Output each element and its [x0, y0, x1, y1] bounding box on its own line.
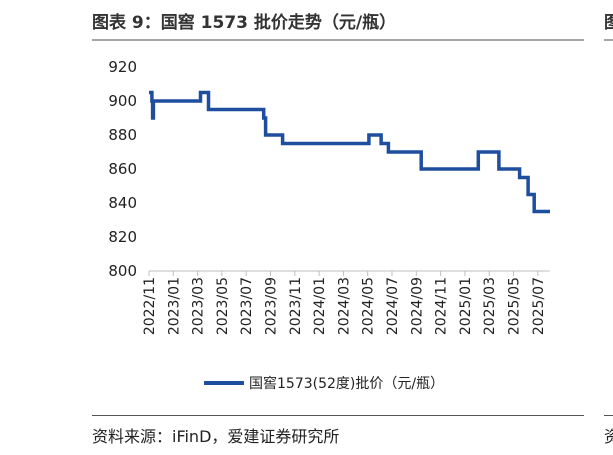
figure-title: 图表 9：国窖 1573 批价走势（元/瓶） [92, 13, 397, 33]
y-tick-label: 920 [108, 58, 137, 76]
y-tick-label: 900 [108, 92, 137, 110]
x-tick-label: 2023/01 [166, 277, 182, 335]
x-tick-label: 2024/07 [385, 277, 401, 335]
source-divider [92, 415, 584, 416]
x-tick-label: 2023/11 [288, 277, 304, 335]
x-tick-label: 2025/03 [482, 277, 498, 335]
adjacent-panel-divider [604, 39, 613, 41]
x-tick-label: 2025/05 [507, 277, 523, 335]
x-tick-label: 2024/05 [361, 277, 377, 335]
y-tick-label: 880 [108, 126, 137, 144]
series-line [149, 90, 550, 214]
adjacent-panel-source-divider [604, 415, 613, 416]
x-tick-label: 2024/09 [409, 277, 425, 335]
y-tick-label: 860 [108, 160, 137, 178]
y-tick-label: 800 [108, 262, 137, 280]
x-tick-label: 2025/07 [531, 277, 547, 335]
legend-label: 国窖1573(52度)批价（元/瓶） [249, 375, 444, 392]
source-note: 资料来源：iFinD，爱建证券研究所 [92, 427, 340, 446]
x-tick-label: 2023/05 [215, 277, 231, 335]
y-axis: 800 820 840 860 880 900 920 [108, 58, 137, 280]
y-tick-label: 840 [108, 194, 137, 212]
title-divider [92, 39, 584, 41]
adjacent-panel-title-fragment: 图 [604, 13, 613, 33]
x-tick-label: 2024/03 [336, 277, 352, 335]
x-tick-label: 2023/09 [264, 277, 280, 335]
legend: 国窖1573(52度)批价（元/瓶） [204, 375, 444, 392]
x-tick-label: 2023/03 [191, 277, 207, 335]
adjacent-panel-source-fragment: 资 [604, 427, 613, 446]
x-tick-label: 2024/11 [434, 277, 450, 335]
plot-area [149, 90, 550, 214]
x-tick-label: 2024/01 [312, 277, 328, 335]
x-tick-label: 2025/01 [458, 277, 474, 335]
x-tick-label: 2023/07 [239, 277, 255, 335]
x-tick-label: 2022/11 [142, 277, 158, 335]
y-tick-label: 820 [108, 228, 137, 246]
x-axis: 2022/11 2023/01 2023/03 2023/05 2023/07 2023/… [142, 270, 550, 335]
